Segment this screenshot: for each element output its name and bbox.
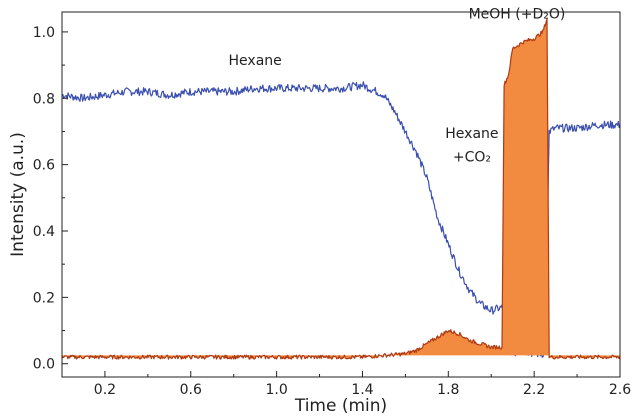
axis-ticks: 0.2 0.6 1.0 1.4 1.8 2.2 2.6 0.0 0.2 0.4 0.6 0.8 1.0 bbox=[33, 25, 631, 398]
x-tick-label: 2.2 bbox=[523, 382, 545, 398]
y-tick-label: 0.6 bbox=[33, 158, 55, 174]
series-2-line bbox=[61, 18, 621, 360]
x-tick-label: 1.8 bbox=[437, 382, 459, 398]
y-tick-label: 0.0 bbox=[33, 357, 55, 373]
y-tick-label: 0.2 bbox=[33, 290, 55, 306]
annotation-label: +CO₂ bbox=[453, 149, 491, 165]
x-axis-title: Time (min) bbox=[294, 396, 387, 416]
plot-area bbox=[61, 18, 621, 360]
x-tick-label: 1.0 bbox=[265, 382, 287, 398]
annotation-label: MeOH (+D₂O) bbox=[469, 7, 566, 23]
series-2-area bbox=[62, 18, 620, 360]
x-tick-label: 1.4 bbox=[351, 382, 373, 398]
axes-frame bbox=[61, 11, 621, 378]
y-tick-label: 0.8 bbox=[33, 91, 55, 107]
x-tick-label: 0.2 bbox=[94, 382, 116, 398]
annotation-label: Hexane bbox=[229, 53, 282, 69]
x-tick-label: 2.6 bbox=[609, 382, 631, 398]
y-axis-title: Intensity (a.u.) bbox=[8, 132, 28, 257]
y-tick-label: 0.4 bbox=[33, 224, 55, 240]
y-tick-label: 1.0 bbox=[33, 25, 55, 41]
annotation-label: Hexane bbox=[445, 126, 498, 142]
x-tick-label: 0.6 bbox=[180, 382, 202, 398]
annotations: Hexane Hexane +CO₂ MeOH (+D₂O) bbox=[229, 7, 566, 166]
